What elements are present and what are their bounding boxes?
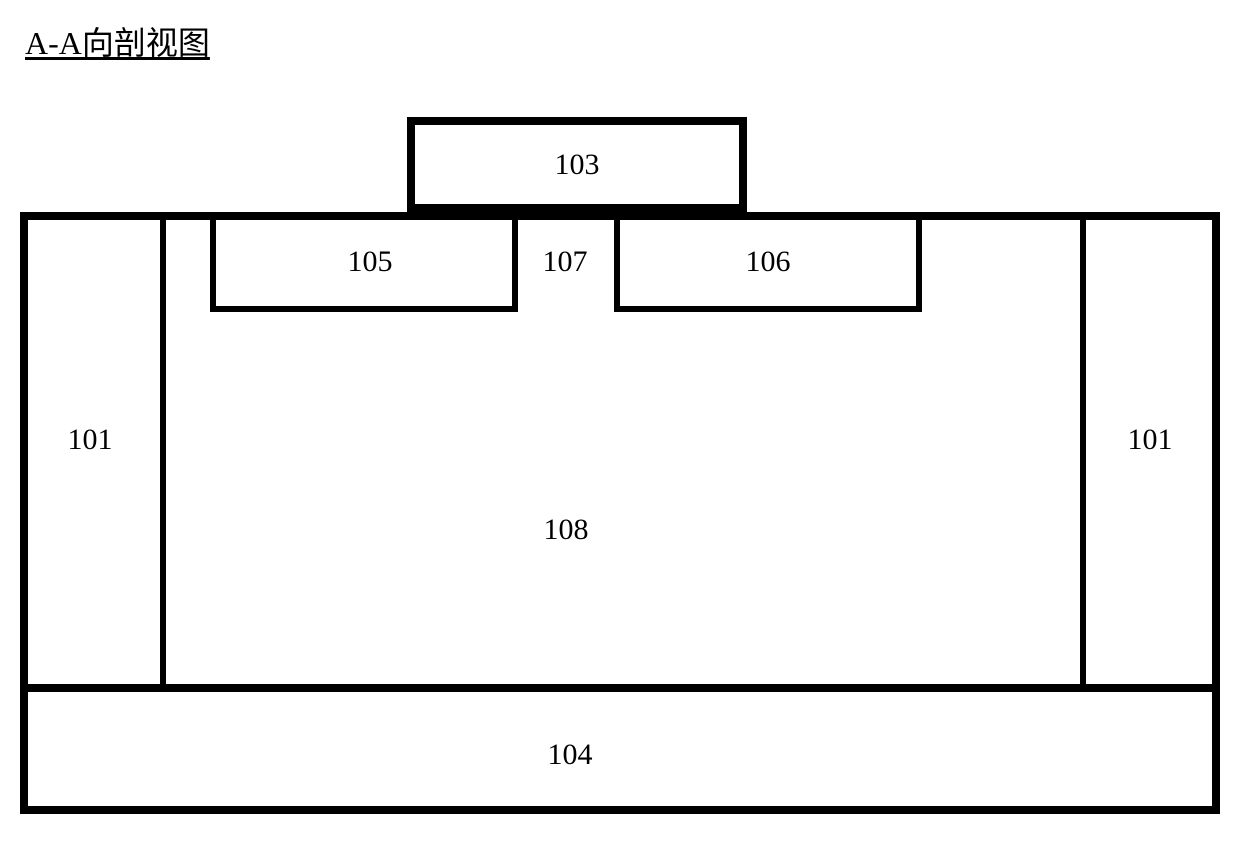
label-103: 103 — [555, 148, 600, 182]
label-101-left: 101 — [68, 423, 113, 457]
label-108: 108 — [544, 513, 589, 547]
label-101-right: 101 — [1128, 423, 1173, 457]
label-106: 106 — [746, 245, 791, 279]
label-107: 107 — [543, 245, 588, 279]
divider-104-top — [20, 684, 1220, 692]
label-105: 105 — [348, 245, 393, 279]
section-title: A-A向剖视图 — [25, 18, 210, 64]
label-104: 104 — [548, 738, 593, 772]
wall-101-right — [1080, 212, 1086, 684]
wall-101-left — [160, 212, 166, 684]
